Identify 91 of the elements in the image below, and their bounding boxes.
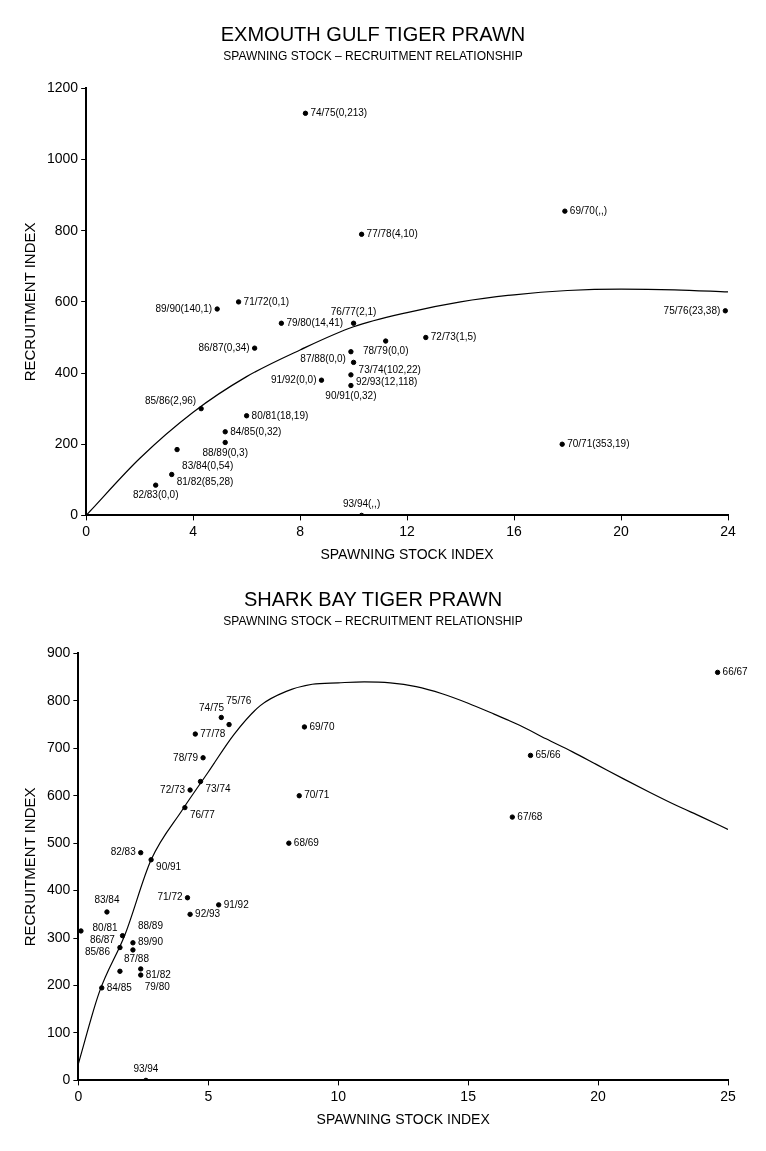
x-axis-title: SPAWNING STOCK INDEX [316, 1111, 491, 1128]
data-label: 78/79 [173, 751, 199, 763]
y-tick-label: 800 [47, 691, 71, 708]
y-axis-title: RECRUITMENT INDEX [21, 787, 39, 947]
data-label: 93/94(,,) [342, 497, 381, 509]
data-label: 73/74(102,22) [358, 363, 421, 375]
data-label: 68/69 [293, 836, 320, 848]
y-tick-label: 400 [54, 363, 79, 380]
x-axis-title: SPAWNING STOCK INDEX [320, 546, 495, 563]
data-label: 88/89 [137, 920, 164, 932]
data-label: 77/78 [200, 727, 226, 739]
data-label: 80/81(18,19) [251, 409, 309, 421]
data-label: 79/80 [144, 980, 171, 992]
data-label: 71/72(0,1) [243, 295, 290, 307]
y-tick-label: 200 [54, 435, 79, 452]
data-label: 81/82(85,28) [176, 475, 234, 487]
x-tick-label: 24 [720, 522, 736, 539]
data-label: 84/85 [106, 981, 133, 993]
y-tick-label: 0 [62, 1071, 71, 1088]
y-tick-label: 1200 [46, 79, 79, 96]
data-label: 85/86 [84, 945, 111, 957]
x-tick-label: 15 [460, 1087, 477, 1104]
data-label: 69/70 [309, 720, 335, 732]
data-label: 78/79(0,0) [362, 345, 409, 357]
y-tick-label: 800 [54, 221, 79, 238]
data-label: 72/73 [160, 783, 186, 795]
data-label: 91/92(0,0) [270, 373, 317, 385]
data-label: 67/68 [517, 810, 543, 822]
data-label: 89/90(140,1) [155, 302, 213, 314]
data-label: 86/87(0,34) [198, 341, 250, 353]
data-label: 85/86(2,96) [145, 394, 197, 406]
y-tick-label: 100 [47, 1023, 71, 1040]
data-label: 88/89(0,3) [202, 446, 249, 458]
data-label: 79/80(14,41) [286, 317, 344, 328]
chart-subtitle: SPAWNING STOCK – RECRUITMENT RELATIONSHIP [223, 613, 523, 628]
data-label: 90/91 [156, 861, 182, 873]
data-label: 80/81 [92, 921, 118, 933]
x-tick-label: 4 [189, 522, 198, 539]
y-tick-label: 600 [54, 292, 79, 309]
data-label: 82/83(0,0) [132, 489, 179, 501]
data-label: 75/76(23,38) [663, 304, 721, 316]
x-tick-label: 25 [720, 1087, 736, 1104]
data-label: 92/93 [195, 908, 221, 920]
y-tick-label: 0 [70, 506, 79, 523]
data-label: 77/78(4,10) [366, 228, 418, 240]
data-label: 83/84(0,54) [182, 459, 234, 471]
data-label: 66/67 [722, 666, 749, 678]
x-tick-label: 12 [399, 522, 416, 539]
data-label: 84/85(0,32) [230, 425, 282, 437]
data-label: 74/75(0,213) [310, 107, 368, 119]
chart-subtitle: SPAWNING STOCK – RECRUITMENT RELATIONSHIP [223, 48, 523, 63]
y-tick-label: 300 [47, 928, 71, 945]
y-tick-label: 200 [47, 976, 71, 993]
data-label: 86/87 [89, 933, 116, 945]
x-tick-label: 10 [330, 1087, 347, 1104]
data-label: 70/71(353,19) [567, 437, 630, 449]
y-axis-title: RECRUITMENT INDEX [21, 222, 39, 382]
data-label: 83/84 [94, 894, 120, 906]
chart-title: SHARK BAY TIGER PRAWN [243, 587, 503, 610]
y-tick-label: 700 [47, 739, 71, 756]
data-label: 92/93(12,118) [355, 376, 418, 388]
data-label: 70/71 [304, 789, 330, 801]
data-label: 71/72 [157, 891, 183, 903]
y-tick-label: 600 [47, 786, 71, 803]
data-label: 73/74 [205, 782, 231, 794]
data-label: 65/66 [535, 749, 561, 761]
data-label: 87/88(0,0) [300, 352, 346, 364]
data-label: 69/70(,,) [569, 204, 608, 216]
data-label: 72/73(1,5) [430, 331, 477, 343]
y-tick-label: 900 [47, 644, 71, 661]
y-tick-label: 500 [47, 834, 71, 851]
y-tick-label: 1000 [46, 150, 79, 167]
x-tick-label: 20 [613, 522, 630, 539]
data-label: 76/77 [189, 808, 216, 820]
data-label: 82/83 [110, 846, 137, 858]
chart-title: EXMOUTH GULF TIGER PRAWN [220, 22, 526, 45]
x-tick-label: 8 [296, 522, 305, 539]
x-tick-label: 16 [506, 522, 523, 539]
data-label: 90/91(0,32) [325, 389, 377, 401]
x-tick-label: 5 [204, 1087, 213, 1104]
y-tick-label: 400 [47, 881, 71, 898]
data-label: 74/75 [199, 701, 225, 713]
data-label: 87/88 [123, 953, 150, 965]
data-label: 89/90 [137, 936, 164, 948]
data-label: 91/92 [223, 898, 250, 910]
data-label: 93/94 [133, 1062, 159, 1074]
x-tick-label: 20 [590, 1087, 607, 1104]
x-tick-label: 0 [82, 522, 91, 539]
data-label: 75/76 [226, 694, 252, 706]
data-label: 81/82 [145, 968, 172, 980]
data-label: 76/77(2,1) [330, 305, 377, 317]
